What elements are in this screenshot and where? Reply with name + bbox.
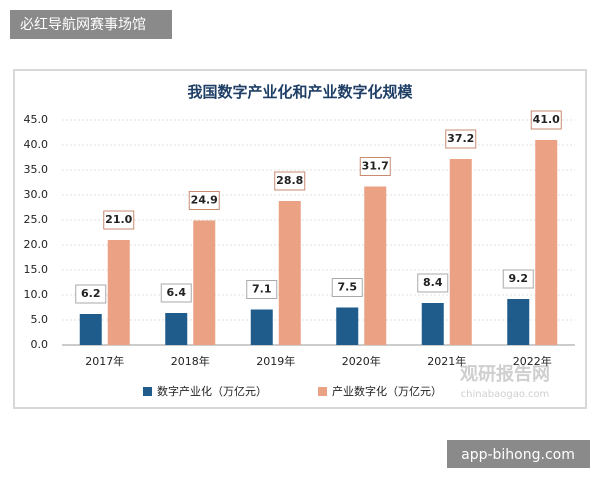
bar xyxy=(278,201,301,345)
y-tick-label: 45.0 xyxy=(24,113,49,126)
value-label: 6.2 xyxy=(81,287,101,300)
header-badge xyxy=(10,10,172,39)
y-tick-label: 20.0 xyxy=(24,238,49,251)
footer-badge xyxy=(447,440,590,468)
bar xyxy=(336,307,359,345)
value-label: 24.9 xyxy=(191,194,218,207)
legend-label: 数字产业化（万亿元） xyxy=(157,384,267,398)
x-tick-label: 2022年 xyxy=(513,354,552,368)
y-tick-label: 35.0 xyxy=(24,163,49,176)
y-tick-label: 25.0 xyxy=(24,213,49,226)
value-label-box xyxy=(445,129,477,149)
watermark-url: chinabaogao.com xyxy=(461,389,550,400)
bar xyxy=(364,186,387,345)
watermark-name: 观研报告网 xyxy=(460,363,550,385)
legend-swatch xyxy=(143,387,152,396)
y-tick-label: 10.0 xyxy=(24,288,49,301)
value-label: 7.1 xyxy=(252,283,272,296)
value-label: 7.5 xyxy=(338,281,358,294)
value-label-box xyxy=(75,284,107,304)
value-label-box xyxy=(331,278,363,297)
x-tick-label: 2018年 xyxy=(171,354,210,368)
y-tick-label: 30.0 xyxy=(24,188,49,201)
header-label: 必红导航网赛事场馆 xyxy=(20,17,146,33)
value-label: 41.0 xyxy=(533,113,560,126)
y-tick-label: 0.0 xyxy=(31,338,49,351)
x-tick-label: 2019年 xyxy=(256,354,295,368)
value-label-box xyxy=(103,210,135,230)
value-label: 21.0 xyxy=(105,213,132,226)
value-label-box xyxy=(246,280,278,299)
value-label-box xyxy=(188,191,220,210)
value-label: 6.4 xyxy=(167,286,187,299)
value-label: 31.7 xyxy=(362,160,389,173)
value-label-box xyxy=(359,157,391,176)
bar xyxy=(165,313,188,345)
legend-label: 产业数字化（万亿元） xyxy=(332,384,442,398)
y-tick-label: 15.0 xyxy=(24,263,49,276)
x-tick-label: 2020年 xyxy=(342,354,381,368)
value-label-box xyxy=(274,171,306,191)
bar xyxy=(421,303,444,345)
bar xyxy=(449,159,472,345)
value-label: 9.2 xyxy=(509,272,529,285)
value-label-box xyxy=(160,283,192,303)
x-tick-label: 2021年 xyxy=(427,354,466,368)
bar xyxy=(193,220,216,345)
bar xyxy=(250,309,273,345)
value-label: 8.4 xyxy=(423,276,443,289)
chart-title: 我国数字产业化和产业数字化规模 xyxy=(187,83,413,101)
value-label-box xyxy=(530,110,562,130)
legend-swatch xyxy=(318,387,327,396)
x-tick-label: 2017年 xyxy=(85,354,124,368)
bar xyxy=(507,299,530,345)
bar xyxy=(107,240,130,345)
value-label-box xyxy=(417,273,449,293)
bar xyxy=(79,314,102,345)
y-tick-label: 5.0 xyxy=(31,313,49,326)
value-label: 37.2 xyxy=(447,132,474,145)
value-label: 28.8 xyxy=(276,174,303,187)
value-label-box xyxy=(502,269,534,289)
y-tick-label: 40.0 xyxy=(24,138,49,151)
bar xyxy=(535,140,558,345)
footer-label: app-bihong.com xyxy=(461,447,575,463)
